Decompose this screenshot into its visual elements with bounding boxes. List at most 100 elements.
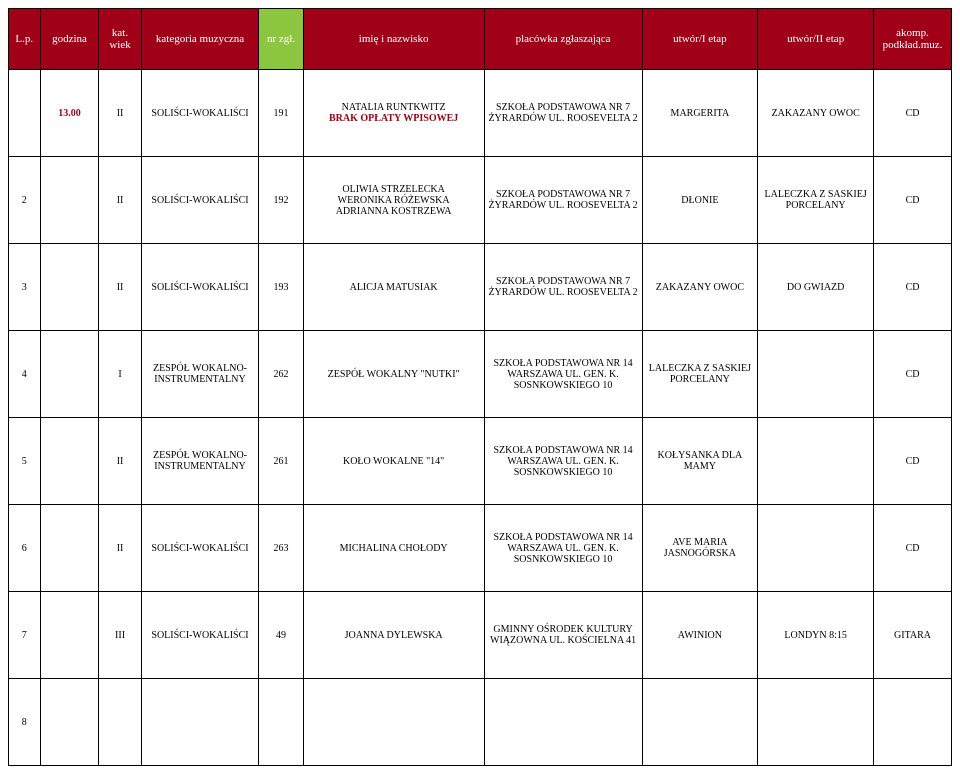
- cell-godzina: [40, 592, 99, 679]
- cell-u2: ZAKAZANY OWOC: [758, 70, 874, 157]
- cell-lp: 5: [9, 418, 41, 505]
- cell-name: KOŁO WOKALNE "14": [303, 418, 484, 505]
- cell-lp: 7: [9, 592, 41, 679]
- cell-akomp: [874, 679, 952, 766]
- schedule-table: L.p. godzina kat. wiek kategoria muzyczn…: [8, 8, 952, 766]
- cell-wiek: [99, 679, 141, 766]
- cell-name: JOANNA DYLEWSKA: [303, 592, 484, 679]
- cell-name: ZESPÓŁ WOKALNY "NUTKI": [303, 331, 484, 418]
- cell-wiek: II: [99, 157, 141, 244]
- table-row: 3 IISOLIŚCI-WOKALIŚCI193ALICJA MATUSIAKSZ…: [9, 244, 952, 331]
- cell-akomp: CD: [874, 331, 952, 418]
- cell-godzina-value: 13.00: [58, 108, 81, 119]
- header-u1: utwór/I etap: [642, 9, 758, 70]
- cell-godzina: [40, 331, 99, 418]
- header-nrzgl: nr zgł.: [259, 9, 303, 70]
- cell-kategoria: SOLIŚCI-WOKALIŚCI: [141, 592, 259, 679]
- cell-akomp: CD: [874, 70, 952, 157]
- cell-u2: LALECZKA Z SASKIEJ PORCELANY: [758, 157, 874, 244]
- header-kategoria: kategoria muzyczna: [141, 9, 259, 70]
- cell-name: OLIWIA STRZELECKAWERONIKA RÓŻEWSKAADRIAN…: [303, 157, 484, 244]
- cell-lp: 6: [9, 505, 41, 592]
- cell-kategoria: SOLIŚCI-WOKALIŚCI: [141, 157, 259, 244]
- cell-nrzgl: 192: [259, 157, 303, 244]
- cell-name: NATALIA RUNTKWITZBRAK OPŁATY WPISOWEJ: [303, 70, 484, 157]
- header-place: placówka zgłaszająca: [484, 9, 642, 70]
- cell-u1: ZAKAZANY OWOC: [642, 244, 758, 331]
- cell-nrzgl: 261: [259, 418, 303, 505]
- table-row: 5 IIZESPÓŁ WOKALNO-INSTRUMENTALNY261KOŁO …: [9, 418, 952, 505]
- cell-u2: [758, 679, 874, 766]
- cell-u1: LALECZKA Z SASKIEJ PORCELANY: [642, 331, 758, 418]
- cell-godzina: [40, 418, 99, 505]
- cell-godzina: [40, 157, 99, 244]
- cell-kategoria: SOLIŚCI-WOKALIŚCI: [141, 244, 259, 331]
- cell-lp: [9, 70, 41, 157]
- cell-akomp: GITARA: [874, 592, 952, 679]
- cell-akomp: CD: [874, 157, 952, 244]
- cell-wiek: I: [99, 331, 141, 418]
- table-row: 4IZESPÓŁ WOKALNO-INSTRUMENTALNY262ZESPÓŁ…: [9, 331, 952, 418]
- cell-u2: DO GWIAZD: [758, 244, 874, 331]
- cell-u1: AWINION: [642, 592, 758, 679]
- cell-nrzgl: [259, 679, 303, 766]
- cell-place: SZKOŁA PODSTAWOWA NR 7 ŻYRARDÓW UL. ROOS…: [484, 157, 642, 244]
- table-row: 2 IISOLIŚCI-WOKALIŚCI192OLIWIA STRZELECKA…: [9, 157, 952, 244]
- cell-wiek: II: [99, 505, 141, 592]
- cell-name-note: BRAK OPŁATY WPISOWEJ: [329, 113, 458, 124]
- cell-place: SZKOŁA PODSTAWOWA NR 7 ŻYRARDÓW UL. ROOS…: [484, 70, 642, 157]
- cell-place: SZKOŁA PODSTAWOWA NR 14 WARSZAWA UL. GEN…: [484, 505, 642, 592]
- table-row: 7 IIISOLIŚCI-WOKALIŚCI49JOANNA DYLEWSKAGM…: [9, 592, 952, 679]
- table-row: 8: [9, 679, 952, 766]
- cell-u1: [642, 679, 758, 766]
- cell-nrzgl: 191: [259, 70, 303, 157]
- cell-u1: MARGERITA: [642, 70, 758, 157]
- header-lp: L.p.: [9, 9, 41, 70]
- cell-nrzgl: 263: [259, 505, 303, 592]
- table-body: 13.00IISOLIŚCI-WOKALIŚCI191NATALIA RUNTK…: [9, 70, 952, 766]
- cell-lp: 3: [9, 244, 41, 331]
- cell-place: SZKOŁA PODSTAWOWA NR 7 ŻYRARDÓW UL. ROOS…: [484, 244, 642, 331]
- cell-lp: 8: [9, 679, 41, 766]
- cell-place: [484, 679, 642, 766]
- cell-name: [303, 679, 484, 766]
- table-row: 13.00IISOLIŚCI-WOKALIŚCI191NATALIA RUNTK…: [9, 70, 952, 157]
- cell-kategoria: [141, 679, 259, 766]
- cell-u2: [758, 331, 874, 418]
- cell-wiek: II: [99, 70, 141, 157]
- cell-wiek: III: [99, 592, 141, 679]
- cell-akomp: CD: [874, 418, 952, 505]
- header-u2: utwór/II etap: [758, 9, 874, 70]
- cell-nrzgl: 193: [259, 244, 303, 331]
- cell-lp: 2: [9, 157, 41, 244]
- cell-u1: KOŁYSANKA DLA MAMY: [642, 418, 758, 505]
- cell-place: SZKOŁA PODSTAWOWA NR 14 WARSZAWA UL. GEN…: [484, 331, 642, 418]
- cell-u2: [758, 418, 874, 505]
- cell-lp: 4: [9, 331, 41, 418]
- cell-godzina: [40, 505, 99, 592]
- cell-u2: [758, 505, 874, 592]
- cell-name: MICHALINA CHOŁODY: [303, 505, 484, 592]
- cell-wiek: II: [99, 244, 141, 331]
- cell-kategoria: ZESPÓŁ WOKALNO-INSTRUMENTALNY: [141, 418, 259, 505]
- cell-place: SZKOŁA PODSTAWOWA NR 14 WARSZAWA UL. GEN…: [484, 418, 642, 505]
- cell-akomp: CD: [874, 244, 952, 331]
- header-wiek: kat. wiek: [99, 9, 141, 70]
- header-godzina: godzina: [40, 9, 99, 70]
- cell-nrzgl: 262: [259, 331, 303, 418]
- cell-u1: AVE MARIA JASNOGÓRSKA: [642, 505, 758, 592]
- header-akomp: akomp. podkład.muz.: [874, 9, 952, 70]
- cell-godzina: [40, 244, 99, 331]
- cell-kategoria: SOLIŚCI-WOKALIŚCI: [141, 505, 259, 592]
- cell-u2: LONDYN 8:15: [758, 592, 874, 679]
- cell-godzina: [40, 679, 99, 766]
- cell-nrzgl: 49: [259, 592, 303, 679]
- header-name: imię i nazwisko: [303, 9, 484, 70]
- table-header: L.p. godzina kat. wiek kategoria muzyczn…: [9, 9, 952, 70]
- cell-u1: DŁONIE: [642, 157, 758, 244]
- cell-name: ALICJA MATUSIAK: [303, 244, 484, 331]
- cell-place: GMINNY OŚRODEK KULTURY WIĄZOWNA UL. KOŚC…: [484, 592, 642, 679]
- cell-wiek: II: [99, 418, 141, 505]
- table-row: 6 IISOLIŚCI-WOKALIŚCI263MICHALINA CHOŁODY…: [9, 505, 952, 592]
- cell-akomp: CD: [874, 505, 952, 592]
